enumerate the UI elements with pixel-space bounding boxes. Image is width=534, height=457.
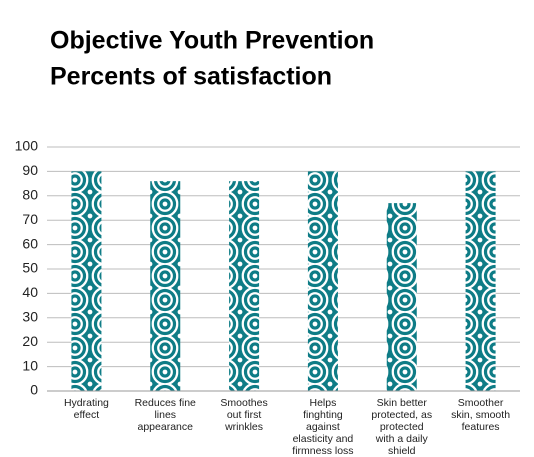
x-tick-label: Hydrating effect [63,397,109,422]
x-tick-label: Smoother skin, smooth features [451,397,511,434]
y-tick-label: 90 [22,162,38,178]
y-tick-label: 20 [22,333,38,349]
chart-title: Objective Youth Prevention [50,27,374,55]
y-tick-label: 80 [22,187,38,203]
x-tick-label: Reduces fine lines appearance [134,397,196,434]
x-tick-label-box: Skin better protected, as protected with… [371,397,433,457]
x-tick-label-box: Hydrating effect [63,397,109,422]
x-tick-label: Skin better protected, as protected with… [371,397,433,457]
y-tick-label: 0 [30,382,38,398]
bar [386,203,417,391]
x-tick-label: Helps finghting against elasticity and f… [292,397,354,457]
x-tick-label-box: Reduces fine lines appearance [134,397,196,434]
bar [71,171,102,391]
y-tick-label: 50 [22,260,38,276]
bar [150,181,181,391]
bar [229,181,260,391]
x-tick-label: Smoothes out first wrinkles [220,397,268,434]
x-tick-label-box: Helps finghting against elasticity and f… [292,397,354,457]
x-tick-label-box: Smoothes out first wrinkles [220,397,268,434]
x-tick-label-box: Smoother skin, smooth features [451,397,511,434]
y-tick-label: 70 [22,211,38,227]
y-tick-label: 100 [15,138,39,154]
bar [307,171,338,391]
bar [465,171,496,391]
y-tick-label: 40 [22,284,38,300]
chart-subtitle: Percents of satisfaction [50,63,332,91]
y-tick-label: 10 [22,357,38,373]
y-tick-label: 60 [22,235,38,251]
y-tick-label: 30 [22,309,38,325]
